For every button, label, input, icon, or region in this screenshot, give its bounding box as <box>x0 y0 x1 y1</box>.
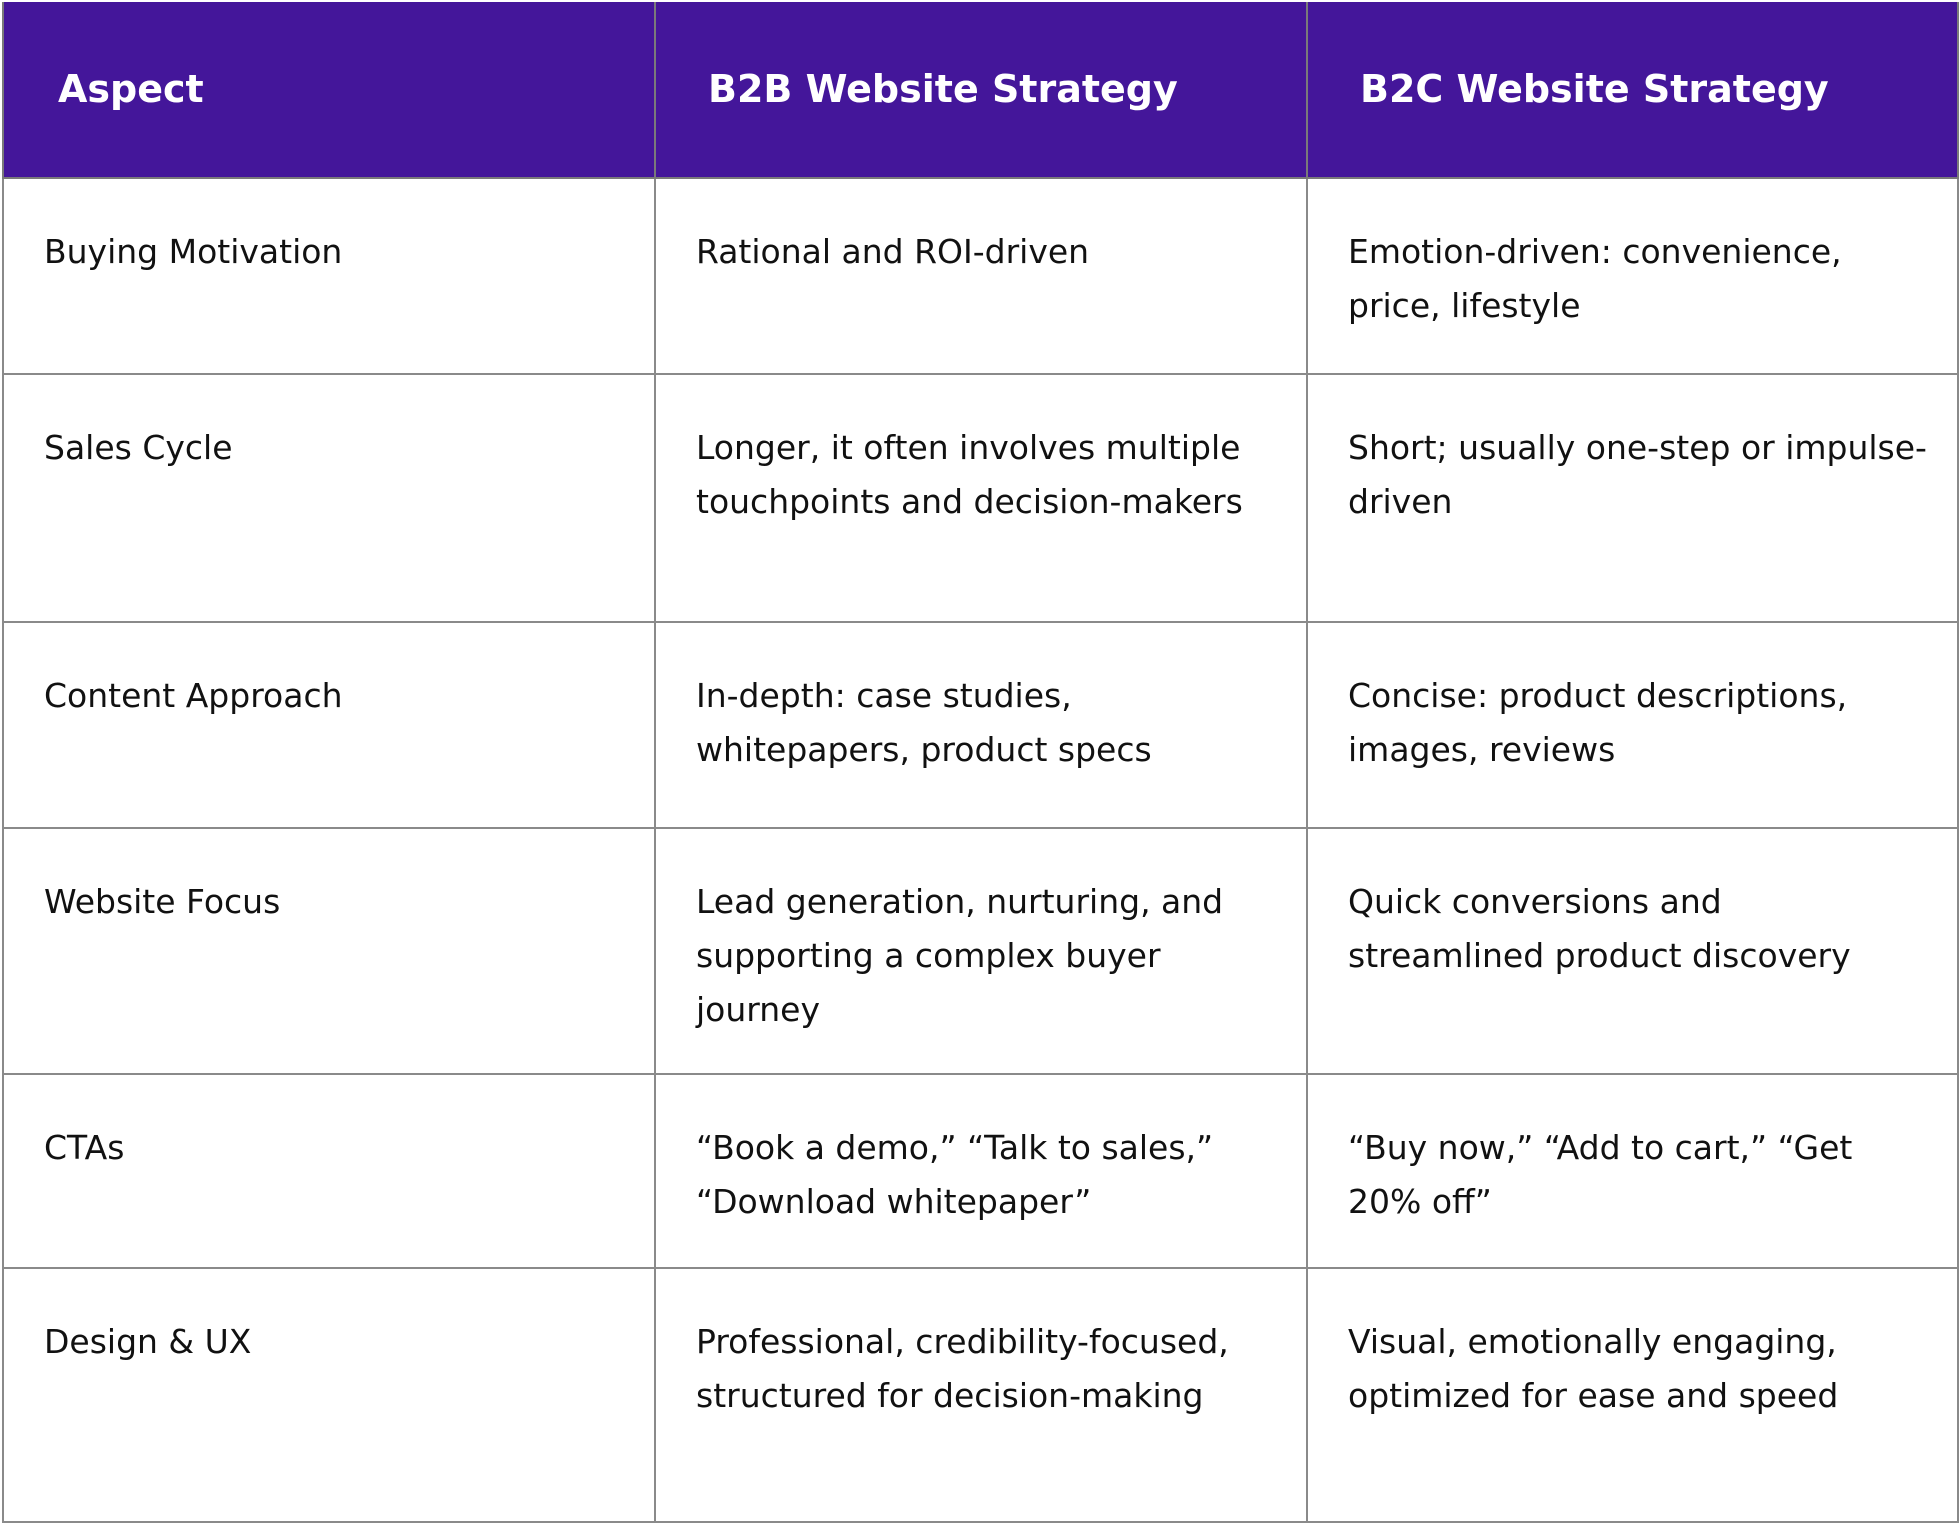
cell-aspect: Buying Motivation <box>2 177 656 375</box>
cell-b2c: Emotion-driven: convenience, price, life… <box>1306 177 1959 375</box>
cell-b2c: Visual, emotionally engaging, optimized … <box>1306 1267 1959 1523</box>
table-row: Content Approach In-depth: case studies,… <box>2 621 1959 829</box>
cell-b2b: Lead generation, nurturing, and supporti… <box>654 827 1308 1075</box>
table-row: Design & UX Professional, credibility-fo… <box>2 1267 1959 1523</box>
table-row: Sales Cycle Longer, it often involves mu… <box>2 373 1959 623</box>
header-b2c: B2C Website Strategy <box>1306 2 1959 179</box>
cell-b2c: Short; usually one-step or impulse-drive… <box>1306 373 1959 623</box>
cell-aspect: CTAs <box>2 1073 656 1269</box>
table-row: Website Focus Lead generation, nurturing… <box>2 827 1959 1075</box>
cell-b2c: Concise: product descriptions, images, r… <box>1306 621 1959 829</box>
header-aspect: Aspect <box>2 2 656 179</box>
cell-aspect: Content Approach <box>2 621 656 829</box>
cell-b2c: “Buy now,” “Add to cart,” “Get 20% off” <box>1306 1073 1959 1269</box>
cell-b2b: “Book a demo,” “Talk to sales,” “Downloa… <box>654 1073 1308 1269</box>
cell-b2c: Quick conversions and streamlined produc… <box>1306 827 1959 1075</box>
cell-b2b: Rational and ROI-driven <box>654 177 1308 375</box>
cell-b2b: Professional, credibility-focused, struc… <box>654 1267 1308 1523</box>
cell-aspect: Design & UX <box>2 1267 656 1523</box>
cell-aspect: Sales Cycle <box>2 373 656 623</box>
cell-b2b: Longer, it often involves multiple touch… <box>654 373 1308 623</box>
header-b2b: B2B Website Strategy <box>654 2 1308 179</box>
table-row: Buying Motivation Rational and ROI-drive… <box>2 177 1959 375</box>
cell-b2b: In-depth: case studies, whitepapers, pro… <box>654 621 1308 829</box>
table-row: CTAs “Book a demo,” “Talk to sales,” “Do… <box>2 1073 1959 1269</box>
header-row: Aspect B2B Website Strategy B2C Website … <box>2 2 1959 179</box>
cell-aspect: Website Focus <box>2 827 656 1075</box>
